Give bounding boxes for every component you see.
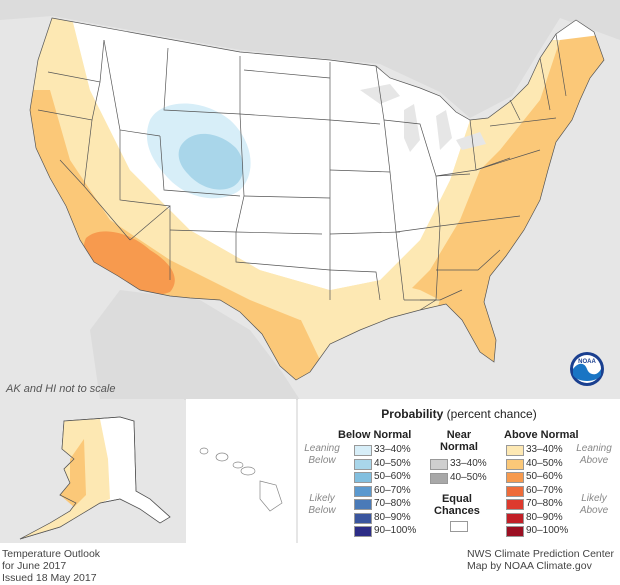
near-normal-swatch: [430, 472, 448, 484]
below-normal-swatch: [354, 512, 372, 524]
below-normal-swatch: [354, 485, 372, 497]
below-normal-swatch: [354, 499, 372, 510]
above-normal-swatch: [506, 485, 524, 497]
near-normal-heading: Near Normal: [440, 429, 478, 453]
footer-left: Temperature Outlook for June 2017 Issued…: [2, 548, 100, 584]
near-normal-label: 40–50%: [450, 471, 487, 483]
alaska-inset: [0, 399, 184, 543]
legend: Probability (percent chance) Below Norma…: [298, 399, 620, 543]
legend-title-rest: (percent chance): [446, 407, 537, 421]
noaa-logo-text: NOAA: [578, 359, 596, 365]
below-normal-swatch: [354, 472, 372, 483]
scale-note: AK and HI not to scale: [6, 383, 116, 395]
footer-source: NWS Climate Prediction Center: [466, 548, 614, 560]
below-normal-label: 80–90%: [374, 511, 411, 523]
equal-chances-heading: Equal Chances: [434, 493, 480, 517]
alaska-map: [0, 399, 184, 543]
above-normal-swatch: [506, 472, 524, 483]
leaning-below-label: Leaning Below: [304, 443, 340, 466]
footer-right: NWS Climate Prediction Center Map by NOA…: [467, 548, 614, 572]
hawaii-map: [199, 447, 283, 512]
hawaii-inset: [186, 399, 296, 543]
above-normal-swatch: [506, 458, 524, 470]
likely-above-label: Likely Above: [579, 493, 609, 516]
below-normal-label: 70–80%: [374, 498, 411, 509]
below-normal-label: 50–60%: [374, 471, 411, 482]
above-normal-label: 70–80%: [526, 498, 563, 509]
footer-credit: Map by NOAA Climate.gov: [466, 560, 592, 572]
below-normal-heading: Below Normal: [338, 429, 412, 441]
equal-chances-swatch: [450, 521, 468, 532]
above-normal-heading: Above Normal: [504, 429, 579, 441]
likely-below-label: Likely Below: [308, 493, 336, 516]
above-normal-swatch: [506, 499, 524, 510]
above-normal-swatch: [506, 526, 524, 537]
near-normal-label: 33–40%: [450, 458, 487, 469]
below-normal-swatch: [354, 445, 372, 456]
legend-title-bold: Probability: [381, 407, 444, 421]
above-normal-label: 80–90%: [526, 511, 563, 523]
noaa-logo: NOAA: [570, 352, 604, 386]
above-normal-swatch: [506, 512, 524, 524]
footer-issued: Issued 18 May 2017: [2, 572, 97, 584]
above-normal-swatch: [506, 445, 524, 456]
near-normal-swatch: [430, 459, 448, 470]
below-normal-label: 40–50%: [374, 457, 411, 469]
footer-period: for June 2017: [2, 560, 67, 572]
above-normal-label: 40–50%: [526, 457, 563, 469]
us-temperature-outlook-map: [29, 17, 605, 381]
above-normal-label: 33–40%: [526, 444, 563, 455]
footer: [0, 543, 620, 585]
above-normal-label: 50–60%: [526, 471, 563, 482]
above-normal-label: 60–70%: [526, 484, 563, 496]
legend-title: Probability (percent chance): [298, 407, 620, 421]
below-normal-label: 90–100%: [374, 525, 417, 536]
footer-title: Temperature Outlook: [2, 548, 101, 560]
below-normal-swatch: [354, 526, 372, 537]
leaning-above-label: Leaning Above: [576, 443, 612, 466]
below-normal-swatch: [354, 458, 372, 470]
above-normal-label: 90–100%: [526, 525, 569, 536]
below-normal-label: 60–70%: [374, 484, 411, 496]
below-normal-label: 33–40%: [374, 444, 411, 455]
